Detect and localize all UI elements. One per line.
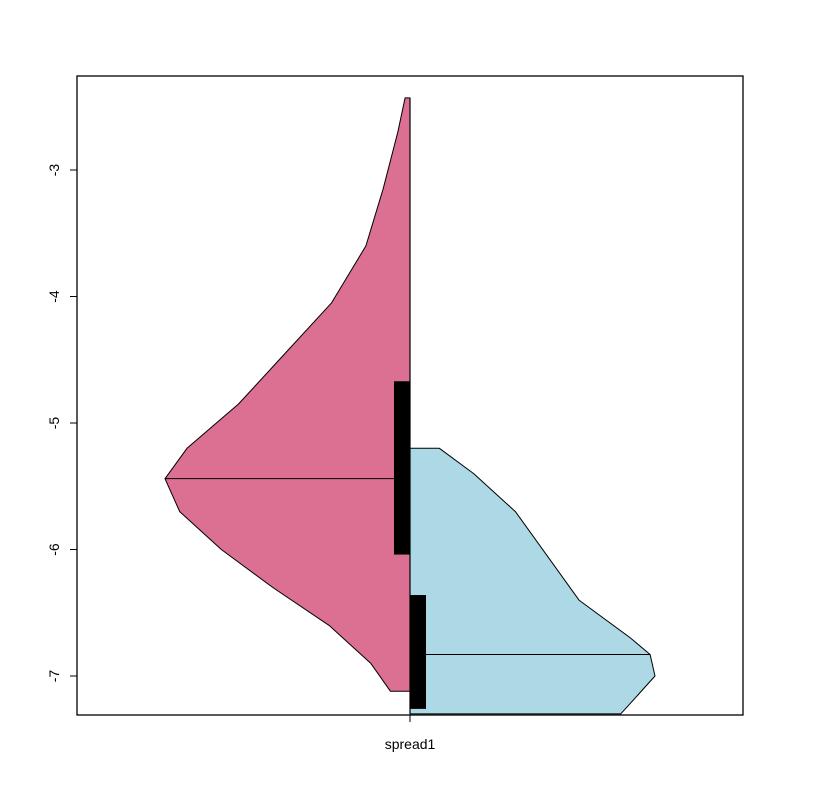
y-tick-label: -4 bbox=[46, 290, 62, 303]
violin-right bbox=[409, 447, 656, 715]
iqr-box-left bbox=[394, 381, 410, 555]
y-axis: -3 -4 -5 -6 -7 bbox=[46, 164, 77, 683]
y-tick-label: -6 bbox=[46, 543, 62, 556]
y-tick-label: -7 bbox=[46, 670, 62, 683]
x-axis: spread1 bbox=[385, 715, 436, 752]
y-tick-label: -3 bbox=[46, 164, 62, 177]
x-tick-label: spread1 bbox=[385, 736, 436, 752]
plot-marks bbox=[164, 97, 656, 715]
y-tick-label: -5 bbox=[46, 417, 62, 430]
violin-left bbox=[164, 97, 411, 692]
iqr-box-right bbox=[410, 595, 426, 709]
